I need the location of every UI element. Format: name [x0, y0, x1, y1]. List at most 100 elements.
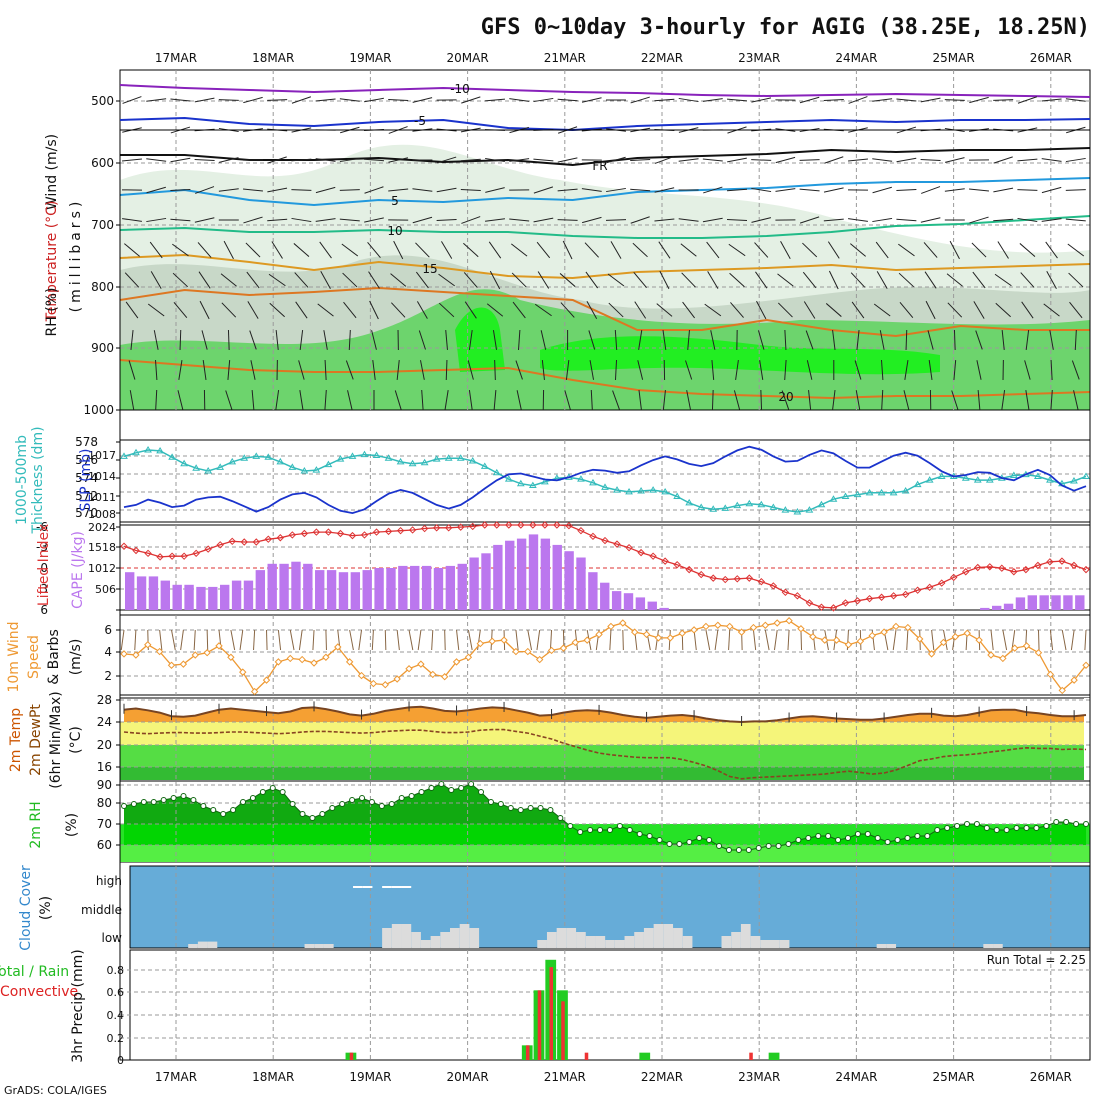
lifted-index-point [974, 563, 982, 572]
wind-barb [1021, 301, 1034, 319]
rh2m-point [1003, 827, 1010, 833]
precip-conv-bar [537, 990, 542, 1060]
wind-barb [733, 390, 741, 410]
wind-barb [367, 242, 381, 258]
y-label-cape: CAPE (J/kg) [70, 531, 86, 609]
wind-barb [751, 187, 772, 193]
wind10-point [725, 622, 734, 631]
wind-barb [489, 270, 501, 290]
rh2m-point [874, 835, 881, 841]
wind10-point [1022, 642, 1031, 650]
wind-barb [881, 359, 884, 381]
cloud-low-bar [653, 924, 664, 948]
cape-bar [374, 568, 384, 610]
temp-contour-line [119, 359, 1091, 400]
wind-barb [898, 243, 915, 257]
wind-barb [873, 303, 891, 317]
wind-barb [485, 157, 505, 163]
wind-barb [172, 243, 189, 257]
wind-barb [802, 242, 818, 258]
wind-barb [730, 302, 744, 318]
wind-barb [1071, 360, 1080, 380]
wind-barb [467, 360, 474, 380]
wind10-point [559, 644, 568, 652]
thickness-point [192, 464, 201, 471]
rh2m-point [934, 827, 941, 833]
cloud-low-bar [382, 928, 392, 948]
wind-barb [969, 96, 989, 104]
wind-barb [436, 156, 457, 164]
wind-barb [388, 98, 409, 102]
wind10-point [286, 654, 294, 663]
wind10-point [381, 681, 389, 689]
cape-bar [588, 572, 598, 610]
cape-bar [1075, 595, 1085, 610]
lifted-index-point [865, 594, 874, 603]
wind-barb [832, 390, 836, 410]
lifted-index-point [348, 531, 357, 540]
thickness-point [889, 488, 898, 496]
wind-barb [170, 188, 191, 192]
wind-10m-panel: 6 4 2 [104, 614, 1091, 696]
wind-barb [784, 359, 787, 381]
wind10-tick-label: 4 [104, 645, 112, 659]
lifted-index-point [144, 549, 152, 558]
temp-contour-line [119, 116, 1091, 132]
wind-barb [488, 241, 502, 259]
temp-tick-label: 16 [97, 760, 112, 774]
cape-bar [279, 563, 289, 610]
wind-barb [515, 629, 519, 651]
thickness-point [781, 506, 790, 513]
wind-barb [494, 359, 496, 381]
rh2m-point [646, 833, 653, 839]
wind-barb [803, 301, 816, 319]
rh2m-point [716, 843, 723, 849]
y-label-wind: Wind (m/s) [44, 134, 60, 210]
wind10-point [987, 651, 995, 659]
wind-barb [1041, 98, 1062, 102]
wind-barb [923, 242, 938, 258]
wind-barb [120, 629, 125, 651]
y-label-temperature: Temperature (°C) [44, 201, 60, 323]
rh2m-point [656, 837, 663, 843]
cloud-low-bar [663, 924, 674, 948]
wind-barb [612, 390, 620, 410]
rh-2m-panel: 90 80 70 60 [97, 778, 1091, 863]
lifted-index-point [408, 526, 417, 534]
wind-barb [610, 241, 622, 259]
wind10-point [155, 647, 164, 656]
rh2m-point [339, 801, 346, 807]
wind-barb [298, 360, 305, 380]
dewpt-band-green [120, 745, 1090, 767]
rh2m-point [507, 805, 514, 811]
rh2m-point [745, 847, 752, 853]
wind10-point [821, 636, 829, 644]
thickness-point [396, 457, 405, 465]
wind-barb [533, 217, 554, 223]
wind-barb [170, 157, 191, 163]
cape-bar [493, 544, 503, 610]
wind-barb [537, 271, 550, 289]
wind-barb [711, 359, 715, 381]
wind-barb [223, 240, 234, 260]
wind-barb [412, 216, 433, 224]
wind10-point [868, 631, 876, 640]
wind10-point [417, 660, 425, 668]
wind-barb [293, 243, 310, 257]
upper-air-panel: 500 600 700 800 900 1000 -10 -5 FR 5 10 15 20 [83, 69, 1091, 417]
wind-barb [896, 188, 917, 192]
rh2m-tick-label: 60 [97, 838, 112, 852]
temp-line [123, 705, 1087, 724]
wind10-point [880, 628, 888, 636]
wind-barb [339, 189, 360, 191]
wind-barb [848, 218, 868, 222]
wind-barb [371, 330, 377, 350]
precip-total-bar [768, 1052, 780, 1060]
cloud-low-bar [440, 932, 450, 948]
wind-barb [445, 329, 448, 351]
wind10-point [393, 675, 401, 683]
wind-barb [990, 629, 994, 651]
dewpt-band-yellow [120, 722, 1090, 745]
temp-right-mask [1084, 698, 1090, 780]
cape-bar [481, 553, 491, 610]
